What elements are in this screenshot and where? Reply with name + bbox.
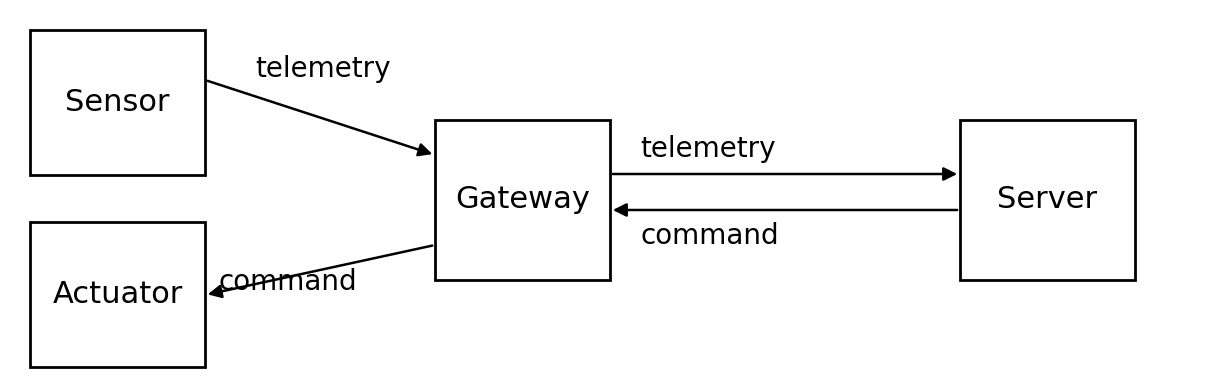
- Text: command: command: [218, 268, 356, 296]
- Bar: [29, 222, 205, 367]
- Text: Server: Server: [998, 185, 1097, 215]
- Text: Sensor: Sensor: [65, 88, 170, 117]
- Text: Gateway: Gateway: [455, 185, 590, 215]
- Text: telemetry: telemetry: [254, 55, 391, 83]
- Bar: [435, 120, 610, 280]
- Text: telemetry: telemetry: [640, 135, 775, 163]
- Text: command: command: [640, 222, 779, 250]
- Text: Actuator: Actuator: [53, 280, 183, 309]
- Bar: [29, 30, 205, 175]
- Bar: [960, 120, 1136, 280]
